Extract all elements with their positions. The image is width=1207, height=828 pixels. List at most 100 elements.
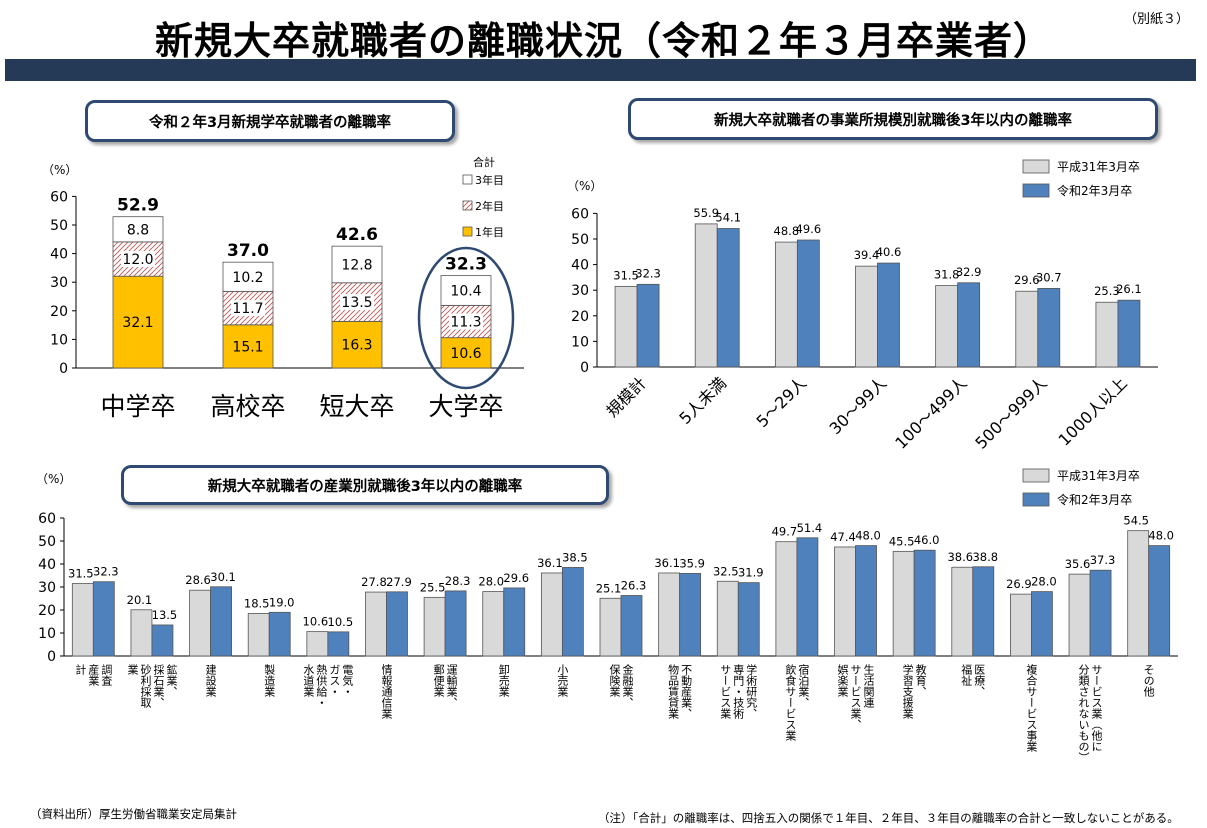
legend-label: 1年目	[475, 225, 504, 239]
bottom-chart-value-label: 51.4	[797, 521, 823, 535]
bottom-legend-swatch	[1022, 468, 1050, 483]
total-value-label: 42.6	[336, 225, 378, 245]
bottom-chart-value-label: 35.9	[679, 556, 705, 570]
bottom-chart-bar	[71, 583, 94, 657]
right-chart-value-label: 40.6	[876, 245, 902, 259]
segment-value-label: 32.1	[122, 315, 153, 331]
bottom-chart-bar	[327, 631, 350, 657]
bottom-chart-bar	[834, 546, 856, 657]
left-chart-ytick: 30	[50, 275, 68, 291]
bottom-chart-category-label: サービス業	[719, 664, 732, 719]
right-chart-value-label: 48.8	[774, 224, 800, 238]
bottom-chart-ytick: 30	[38, 580, 56, 596]
right-chart-value-label: 31.8	[934, 268, 960, 282]
bottom-chart-category-label: 生活関連	[862, 663, 875, 708]
page-title: 新規大卒就職者の離職状況（令和２年３月卒業者）	[154, 19, 1052, 63]
right-chart-bar	[1015, 290, 1039, 368]
bottom-chart-bar	[561, 567, 584, 657]
category-label: 中学卒	[100, 392, 175, 421]
highlight-ellipse	[417, 246, 515, 390]
bottom-chart-category-label: 卸売業	[497, 663, 510, 697]
bottom-chart-bar	[482, 591, 505, 657]
right-chart-bar	[877, 262, 900, 368]
bottom-chart-category-label: 学習支援業	[901, 663, 914, 719]
category-label: 短大卒	[319, 392, 394, 421]
bottom-chart-category-label: 建設業	[204, 663, 217, 697]
title-bar	[5, 59, 1196, 81]
bottom-chart-bar	[423, 596, 446, 657]
bottom-chart-value-label: 10.5	[328, 615, 354, 629]
bottom-chart-bar	[210, 586, 232, 657]
right-chart-bar	[694, 223, 718, 368]
bottom-chart-value-label: 19.0	[269, 595, 295, 609]
bottom-chart-value-label: 54.5	[1123, 514, 1149, 528]
bottom-chart-value-label: 28.6	[185, 573, 211, 587]
right-chart-value-label: 32.9	[956, 265, 982, 279]
stacked-bar-segment	[112, 275, 164, 369]
source-note: （資料出所）厚生労働省職業安定局集計	[30, 807, 237, 821]
right-chart-value-label: 49.6	[796, 222, 822, 236]
bottom-chart-category-label: 電気・	[341, 664, 354, 697]
segment-value-label: 10.2	[232, 270, 263, 286]
bottom-chart-value-label: 28.0	[478, 575, 504, 589]
bottom-chart-bar	[716, 580, 739, 657]
right-chart-ytick: 0	[580, 360, 589, 376]
bottom-chart-category-label: 採石業、	[152, 663, 165, 708]
total-value-label: 32.3	[445, 255, 487, 275]
bottom-chart-bar	[1127, 530, 1150, 657]
appendix-label: （別紙３）	[1123, 12, 1189, 27]
right-chart-value-label: 30.7	[1036, 270, 1062, 284]
right-chart-bar	[957, 282, 981, 368]
right-chart-ylabel: （%）	[567, 179, 602, 193]
right-chart-ytick: 50	[571, 232, 589, 248]
segment-label-bg	[121, 251, 155, 268]
bottom-chart-category-label: 鉱業、	[165, 663, 178, 697]
bottom-chart-category-label: 業	[126, 664, 139, 675]
bottom-chart-bar	[599, 597, 622, 657]
bottom-chart-value-label: 47.4	[830, 530, 856, 544]
bottom-chart-category-label: 砂利採取	[139, 664, 152, 709]
stacked-bar-segment	[440, 337, 492, 369]
bottom-chart-value-label: 32.3	[93, 565, 119, 579]
right-chart-value-label: 55.9	[693, 206, 719, 220]
bottom-chart-category-label: 複合サービス事業	[1025, 663, 1038, 752]
legend-label: 3年目	[475, 173, 504, 187]
bottom-chart-bar	[796, 537, 819, 657]
bottom-chart-ytick: 40	[38, 557, 56, 573]
bottom-chart-category-label: 学術研究、	[745, 663, 758, 719]
right-legend-swatch	[1022, 183, 1050, 198]
bottom-chart-bar	[679, 573, 702, 657]
bottom-chart-value-label: 49.7	[772, 525, 798, 539]
right-chart-ytick: 20	[571, 309, 589, 325]
left-chart-ytick: 20	[50, 304, 68, 320]
bottom-chart-bar	[306, 631, 329, 657]
bottom-chart-value-label: 38.8	[972, 550, 998, 564]
bottom-chart-value-label: 36.1	[537, 556, 563, 570]
stacked-bar-segment	[222, 324, 274, 369]
bottom-legend-label: 平成31年3月卒	[1057, 469, 1140, 483]
bottom-chart-category-label: 製造業	[263, 663, 276, 697]
bottom-chart-value-label: 31.9	[738, 566, 764, 580]
bottom-chart-value-label: 27.8	[361, 575, 387, 589]
left-chart-ytick: 10	[50, 332, 68, 348]
segment-value-label: 11.7	[232, 301, 263, 317]
bottom-chart-category-label: 熱供給・	[315, 664, 328, 708]
segment-value-label: 11.3	[450, 315, 481, 331]
segment-value-label: 13.5	[341, 295, 372, 311]
segment-value-label: 10.6	[450, 346, 481, 362]
bottom-chart-value-label: 26.9	[1006, 577, 1032, 591]
bottom-chart-category-label: ガス・	[328, 664, 341, 697]
bottom-chart-category-label: 飲食サービス業	[784, 663, 797, 741]
bottom-chart-category-label: 金融業、	[621, 663, 634, 708]
bottom-chart-category-label: サービス業（他に	[1090, 664, 1103, 752]
bottom-chart-bar	[540, 572, 563, 657]
legend-label: 2年目	[475, 199, 504, 213]
right-chart-ytick: 10	[571, 334, 589, 350]
bottom-chart-value-label: 46.0	[914, 533, 940, 547]
bottom-chart-value-label: 10.6	[303, 615, 329, 629]
bottom-chart-bar	[503, 587, 526, 657]
bottom-chart-bar	[658, 572, 681, 657]
right-chart-value-label: 32.3	[635, 266, 661, 280]
bottom-chart-bar	[386, 591, 408, 657]
